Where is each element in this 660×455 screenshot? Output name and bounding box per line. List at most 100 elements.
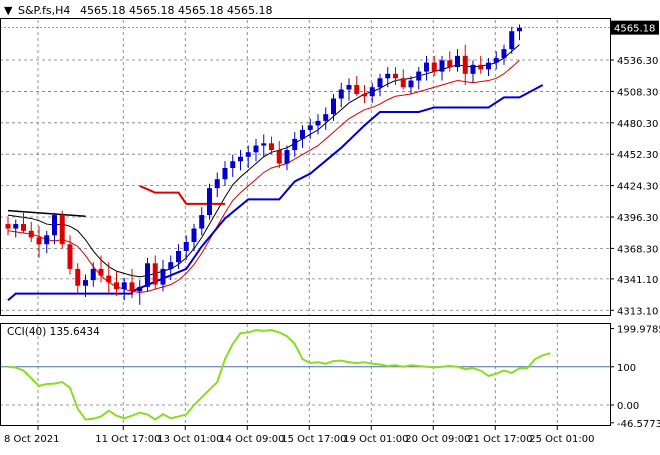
- candle-body: [486, 63, 491, 70]
- candle: [401, 69, 406, 89]
- candle-body: [517, 28, 522, 31]
- candle-body: [285, 150, 290, 163]
- time-tick-label: 21 Oct 17:00: [467, 434, 532, 445]
- candle: [75, 263, 80, 293]
- time-tick-label: 15 Oct 17:00: [281, 434, 346, 445]
- candle: [91, 262, 96, 287]
- price-tick-label: 4341.10: [617, 275, 658, 286]
- cci-pane-frame: [1, 324, 611, 426]
- candle-body: [424, 63, 429, 72]
- time-tick-label: 20 Oct 09:00: [405, 434, 470, 445]
- candle-body: [192, 229, 197, 242]
- candle: [153, 255, 158, 289]
- candle: [106, 262, 111, 293]
- price-tick-label: 4424.30: [617, 182, 658, 193]
- candle: [463, 45, 468, 85]
- candle: [354, 76, 359, 96]
- candle-body: [6, 224, 11, 228]
- candle-body: [401, 78, 406, 87]
- candle: [432, 56, 437, 76]
- candle-body: [161, 269, 166, 285]
- candle: [60, 211, 65, 249]
- candle-body: [370, 87, 375, 96]
- candle-body: [130, 282, 135, 291]
- moving-average-line: [8, 45, 520, 277]
- candle: [424, 56, 429, 81]
- candle-body: [114, 282, 119, 289]
- candle-body: [13, 224, 18, 228]
- candle-body: [471, 65, 476, 74]
- candle-body: [478, 65, 483, 69]
- candle: [502, 45, 507, 65]
- time-tick-label: 11 Oct 17:00: [95, 434, 160, 445]
- candle: [277, 141, 282, 168]
- candle-body: [300, 130, 305, 139]
- candle: [99, 255, 104, 282]
- candle-body: [223, 168, 228, 179]
- candle: [254, 139, 259, 161]
- candle-body: [176, 251, 181, 262]
- candle: [362, 85, 367, 103]
- candle-body: [378, 78, 383, 87]
- candle-body: [362, 94, 367, 96]
- candle-body: [323, 114, 328, 121]
- candle-body: [494, 58, 499, 62]
- candle: [347, 78, 352, 100]
- candle: [285, 146, 290, 171]
- cci-tick-label: 0.00: [617, 401, 639, 412]
- candle-body: [455, 56, 460, 67]
- candle-body: [184, 242, 189, 251]
- trend-line: [8, 211, 86, 217]
- time-tick-label: 19 Oct 01:00: [343, 434, 408, 445]
- candle-body: [230, 161, 235, 168]
- candle: [378, 74, 383, 96]
- candle-body: [246, 152, 251, 156]
- price-plot: [6, 24, 543, 304]
- candle: [455, 49, 460, 71]
- candle: [238, 150, 243, 170]
- ohlc-readout: 4565.18 4565.18 4565.18 4565.18: [80, 4, 272, 17]
- candle: [300, 125, 305, 147]
- candle: [331, 94, 336, 121]
- candle-body: [60, 215, 65, 244]
- candle-body: [354, 85, 359, 94]
- candle-body: [215, 179, 220, 188]
- candle: [114, 271, 119, 296]
- cci-plot: [8, 330, 551, 419]
- candle: [223, 161, 228, 186]
- candle-body: [68, 244, 73, 269]
- candle: [6, 217, 11, 235]
- candle-body: [91, 269, 96, 280]
- cci-tick-label: 100: [617, 363, 636, 374]
- candle-body: [52, 215, 57, 235]
- indicator-label: CCI(40) 135.6434: [7, 326, 100, 338]
- candle-body: [331, 98, 336, 114]
- envelope-lower-line: [8, 60, 520, 292]
- candle: [440, 56, 445, 81]
- candle: [261, 134, 266, 156]
- price-tick-label: 4536.30: [617, 56, 658, 67]
- price-tick-label: 4368.30: [617, 244, 658, 255]
- candle-body: [393, 74, 398, 78]
- grid: [0, 20, 610, 426]
- candle: [52, 213, 57, 244]
- candle: [339, 83, 344, 108]
- candle-body: [168, 262, 173, 269]
- candle-body: [145, 263, 150, 287]
- candle-body: [29, 231, 34, 238]
- candle: [145, 258, 150, 292]
- collapse-arrow-icon[interactable]: ▼: [4, 4, 13, 17]
- candle: [478, 56, 483, 74]
- candle-body: [261, 143, 266, 145]
- candle: [370, 83, 375, 103]
- time-tick-label: 8 Oct 2021: [4, 434, 59, 445]
- candle-body: [416, 72, 421, 81]
- price-tick-label: 4480.30: [617, 119, 658, 130]
- candle-body: [385, 74, 390, 78]
- candle-body: [432, 63, 437, 72]
- candle: [517, 24, 522, 40]
- last-price-tag-label: 4565.18: [614, 24, 655, 35]
- candle-body: [83, 280, 88, 286]
- price-tick-label: 4508.30: [617, 87, 658, 98]
